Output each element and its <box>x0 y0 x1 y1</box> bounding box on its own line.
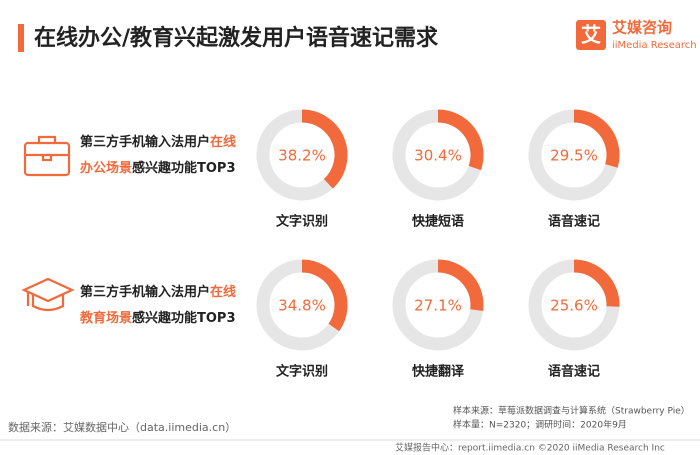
row-label-highlight: 在线 <box>210 284 236 300</box>
briefcase-icon <box>23 135 71 177</box>
row-label-text: 第三方手机输入法用户 <box>80 134 210 150</box>
category-label: 语音速记 <box>548 214 600 230</box>
donut-arc <box>301 259 348 332</box>
category-label: 文字识别 <box>276 364 328 380</box>
value-label: 34.8% <box>278 297 326 315</box>
row-label-text: 第三方手机输入法用户 <box>80 284 210 300</box>
logo-sub: iiMedia Research <box>612 40 697 51</box>
sample-size: 样本量：N=2320；调研时间：2020年9月 <box>453 419 627 431</box>
report: 艾媒报告中心：report.iimedia.cn ©2020 iiMedia R… <box>395 442 665 454</box>
logo-icon: 艾 <box>581 23 601 47</box>
footer: 数据来源：艾媒数据中心（data.iimedia.cn） 样本来源：草莓派数据调… <box>8 405 690 435</box>
donut-arc <box>573 109 620 168</box>
value-label: 38.2% <box>278 147 326 165</box>
category-label: 快捷翻译 <box>412 364 465 380</box>
value-label: 25.6% <box>550 297 598 315</box>
donut-arc <box>301 109 348 189</box>
row-label-text: 感兴趣功能TOP3 <box>132 160 236 176</box>
value-label: 30.4% <box>414 147 462 165</box>
row-label-highlight: 在线 <box>210 134 236 150</box>
row-label: 教育场景感兴趣功能TOP3 <box>79 310 236 326</box>
row-label-highlight: 办公场景 <box>80 160 132 176</box>
category-label: 文字识别 <box>276 214 328 230</box>
category-label: 快捷短语 <box>412 214 464 230</box>
row-label: 第三方手机输入法用户在线 <box>80 134 236 150</box>
category-label: 语音速记 <box>548 364 600 380</box>
value-label: 29.5% <box>550 147 598 165</box>
sample-source: 样本来源：草莓派数据调查与计算系统（Strawberry Pie） <box>453 405 690 417</box>
source: 数据来源：艾媒数据中心（data.iimedia.cn） <box>8 420 236 434</box>
donut-arc <box>437 109 484 171</box>
logo-box <box>576 20 606 50</box>
title-bar <box>18 24 24 52</box>
donut-arc <box>573 259 620 307</box>
donut-arc <box>437 259 484 311</box>
row-label: 办公场景感兴趣功能TOP3 <box>80 160 236 176</box>
title: 在线办公/教育兴起激发用户语音速记需求 <box>34 25 438 51</box>
value-label: 27.1% <box>414 297 462 315</box>
row-label-text: 感兴趣功能TOP3 <box>132 310 236 326</box>
row-label-highlight: 教育场景 <box>79 310 132 326</box>
row-label: 第三方手机输入法用户在线 <box>80 284 236 300</box>
graduation-icon <box>21 277 75 312</box>
logo: 艾媒咨询 <box>612 19 672 37</box>
